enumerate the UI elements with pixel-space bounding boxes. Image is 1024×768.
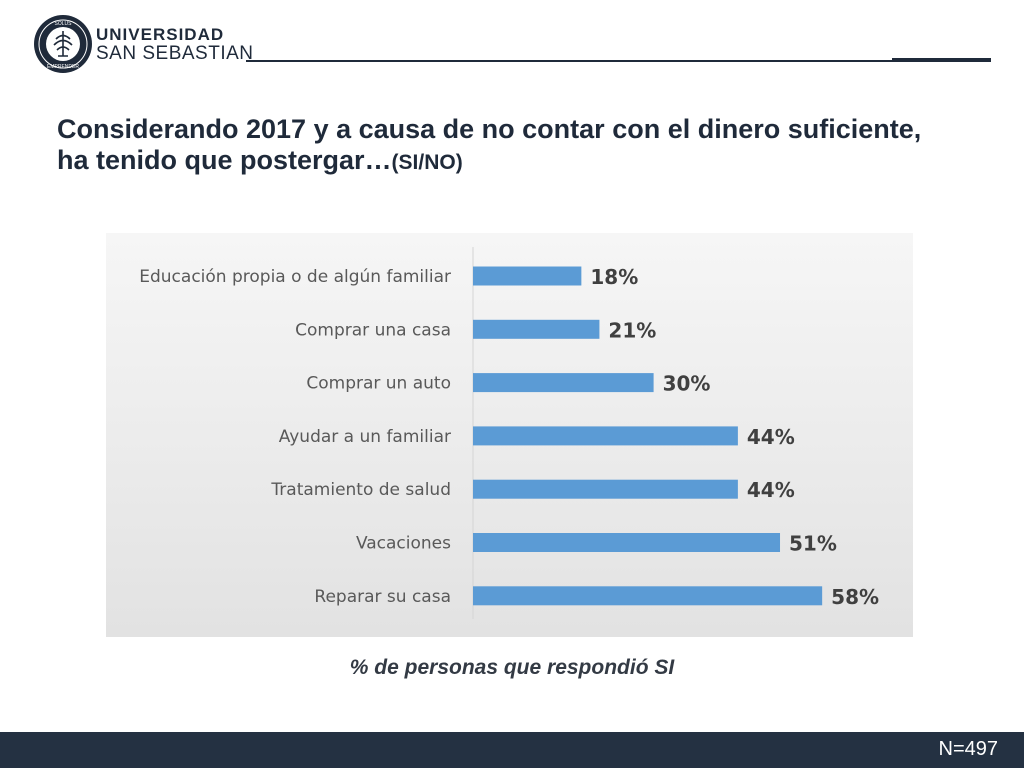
bar [473, 319, 600, 339]
category-label: Comprar una casa [295, 320, 451, 340]
svg-text:EMPRENDER: EMPRENDER [47, 64, 79, 70]
bar [473, 479, 738, 499]
header-rule [246, 60, 991, 62]
data-label: 51% [789, 532, 837, 556]
title-suffix: (SI/NO) [391, 151, 463, 174]
brand-line-1: UNIVERSIDAD [96, 25, 225, 44]
category-label: Reparar su casa [314, 587, 451, 607]
university-seal-icon: SOLUS EMPRENDER [34, 15, 92, 73]
category-label: Tratamiento de salud [270, 480, 451, 500]
brand-line-2: SAN SEBASTIAN [96, 43, 254, 64]
category-label: Ayudar a un familiar [279, 427, 451, 447]
category-label: Comprar un auto [306, 374, 451, 394]
bar [473, 533, 781, 552]
header-rule-accent [892, 58, 991, 62]
page-title: Considerando 2017 y a causa de no contar… [57, 114, 937, 178]
data-label: 44% [747, 478, 795, 502]
category-label: Educación propia o de algún familiar [139, 267, 451, 287]
data-label: 21% [608, 318, 656, 342]
bar [473, 586, 823, 606]
bar [473, 426, 738, 446]
bar [473, 266, 582, 286]
bar-chart: Educación propia o de algún familiar 18% C… [106, 233, 913, 637]
footer-bar [0, 732, 1024, 768]
sample-size-label: N=497 [938, 738, 999, 760]
category-label: Vacaciones [356, 534, 451, 554]
title-main: Considerando 2017 y a causa de no contar… [57, 114, 922, 175]
university-brand: UNIVERSIDAD SAN SEBASTIAN [96, 26, 254, 64]
bar [473, 373, 654, 393]
data-label: 44% [747, 425, 795, 449]
x-axis-label: % de personas que respondió SI [349, 656, 675, 679]
data-label: 18% [590, 265, 638, 289]
data-label: 30% [663, 372, 711, 396]
svg-text:SOLUS: SOLUS [55, 21, 73, 27]
data-label: 58% [831, 585, 879, 609]
